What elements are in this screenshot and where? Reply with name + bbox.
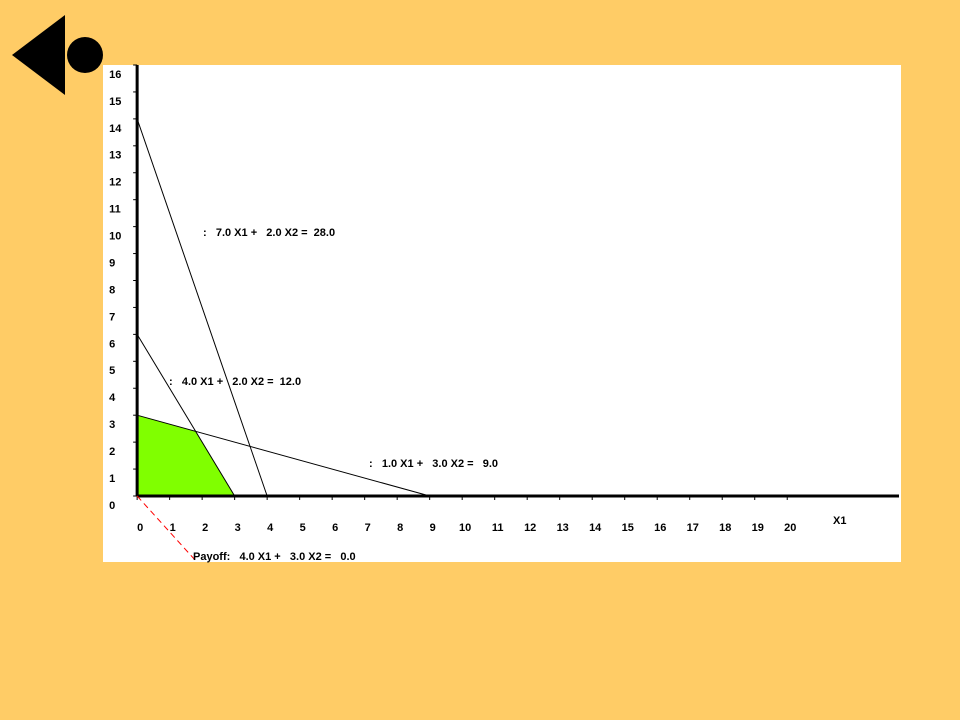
payoff-line (136, 495, 197, 561)
x-tick-label: 19 (752, 522, 764, 534)
back-button[interactable] (12, 15, 103, 95)
y-tick-label: 6 (109, 338, 115, 350)
y-tick-label: 2 (109, 446, 115, 458)
plot: 0 1 2 3 4 5 6 7 8 9 10 11 12 13 14 15 16 17 18 19 2001234567… (109, 64, 899, 563)
feasible-region (137, 415, 235, 497)
x-tick-label: 0 (137, 522, 143, 534)
constraint-line (136, 414, 430, 497)
back-dot[interactable] (67, 37, 103, 73)
back-arrow[interactable] (12, 15, 65, 95)
x-tick-label: 14 (589, 522, 602, 534)
y-tick-label: 3 (109, 419, 115, 431)
constraint-label: : 4.0 X1 + 2.0 X2 = 12.0 (169, 376, 301, 388)
x-axis-label: X1 (833, 515, 846, 527)
x-tick-label: 11 (492, 522, 504, 534)
y-tick-label: 4 (109, 392, 116, 404)
y-tick-label: 13 (109, 150, 121, 162)
x-tick-label: 13 (557, 522, 569, 534)
y-tick-label: 9 (109, 257, 115, 269)
payoff-label: Payoff: 4.0 X1 + 3.0 X2 = 0.0 (193, 551, 356, 563)
x-tick-label: 10 (459, 522, 471, 534)
x-tick-label: 16 (654, 522, 666, 534)
y-tick-label: 10 (109, 231, 121, 243)
y-tick-label: 7 (109, 311, 115, 323)
constraint-label: : 1.0 X1 + 3.0 X2 = 9.0 (369, 458, 498, 470)
y-tick-label: 5 (109, 365, 115, 377)
x-tick-label: 2 (202, 522, 208, 534)
x-tick-label: 3 (235, 522, 241, 534)
y-tick-label: 15 (109, 96, 121, 108)
x-tick-label: 8 (397, 522, 403, 534)
x-tick-label: 18 (719, 522, 731, 534)
x-tick-label: 9 (430, 522, 436, 534)
x-tick-label: 6 (332, 522, 338, 534)
y-tick-label: 16 (109, 69, 121, 81)
y-tick-label: 12 (109, 177, 121, 189)
plot-panel (103, 65, 901, 562)
constraint-label: : 7.0 X1 + 2.0 X2 = 28.0 (203, 227, 335, 239)
y-tick-label: 8 (109, 284, 115, 296)
x-tick-label: 7 (365, 522, 371, 534)
y-tick-label: 0 (109, 500, 115, 512)
y-tick-label: 14 (109, 123, 122, 135)
x-tick-label: 12 (524, 522, 536, 534)
x-tick-label: 5 (300, 522, 306, 534)
x-tick-label: 15 (622, 522, 634, 534)
y-tick-label: 11 (109, 204, 121, 216)
x-tick-label: 4 (267, 522, 274, 534)
x-tick-label: 20 (784, 522, 796, 534)
x-tick-label: 1 (170, 522, 176, 534)
y-tick-label: 1 (109, 473, 115, 485)
constraint-line (136, 334, 236, 497)
constraint-line (136, 118, 268, 497)
x-tick-label: 17 (687, 522, 699, 534)
